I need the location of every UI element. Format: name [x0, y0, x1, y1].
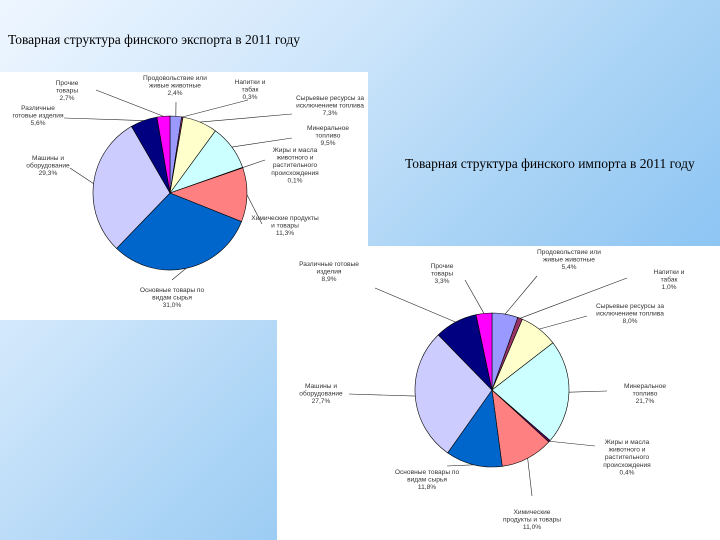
import-label-10: Прочие товары 3,3% — [431, 263, 454, 285]
export-slices — [92, 115, 248, 271]
import-label-1: Продовольствие или живые животные 5,4% — [537, 249, 601, 271]
export-leader-10 — [95, 89, 164, 117]
import-leader-2 — [520, 277, 628, 319]
export-label-7: Основные товары по видам сырья 31,0% — [140, 287, 205, 309]
export-label-6: Химические продукты и товары 11,3% — [251, 215, 319, 237]
import-chart-panel: Продовольствие или живые животные 5,4% Напи… — [277, 246, 720, 540]
import-pie-chart: Продовольствие или живые животные 5,4% Напи… — [299, 249, 685, 531]
import-leader-5 — [549, 440, 596, 447]
export-leader-2 — [182, 99, 249, 118]
import-leader-8 — [348, 393, 416, 397]
export-label-2: Напитки и табак 0,3% — [235, 79, 266, 101]
export-leader-3 — [200, 113, 293, 123]
import-slice-8 — [414, 334, 493, 454]
export-label-8: Машины и оборудование 29,3% — [26, 155, 70, 177]
import-slice-10 — [475, 312, 493, 391]
export-label-9: Различные готовые изделия 5,6% — [12, 105, 64, 127]
export-pie-chart: Продовольствие или живые животные 2,4% Напи… — [12, 75, 364, 309]
import-leader-4 — [568, 390, 608, 393]
export-leader-8 — [69, 167, 94, 184]
import-label-3: Сырьевые ресурсы за исключением топлива 8,… — [596, 303, 664, 325]
export-leader-4 — [231, 137, 293, 148]
import-label-2: Напитки и табак 1,0% — [654, 269, 685, 291]
import-label-4: Минеральное топливо 21,7% — [624, 383, 666, 405]
export-leader-7 — [171, 268, 187, 281]
export-slice-7 — [116, 192, 242, 271]
import-leader-1 — [504, 275, 538, 315]
export-label-5: Жиры и масла животного и растительного прои… — [271, 147, 319, 184]
export-chart-title: Товарная структура финского экспорта в 2… — [8, 32, 300, 47]
import-leader-6 — [527, 458, 533, 497]
export-label-1: Продовольствие или живые животные 2,4% — [143, 75, 207, 97]
export-labels: Продовольствие или живые животные 2,4% Напи… — [12, 75, 364, 309]
export-leader-6 — [246, 194, 263, 225]
import-leader-10 — [464, 279, 485, 314]
export-leader-5 — [242, 159, 266, 168]
import-leader-7 — [446, 464, 474, 467]
export-label-3: Сырьевые ресурсы за исключением топлива 7,… — [296, 95, 364, 117]
import-label-9: Различные готовые изделия 8,9% — [299, 261, 359, 283]
import-label-5: Жиры и масла животного и растительного прои… — [603, 439, 651, 476]
import-label-7: Основные товары по видам сырья 11,8% — [395, 469, 460, 491]
import-leader-9 — [374, 287, 456, 323]
import-labels: Продовольствие или живые животные 5,4% Напи… — [299, 249, 685, 531]
import-label-6: Химические продукты и товары 11,0% — [503, 509, 561, 531]
export-leader-9 — [63, 117, 144, 121]
import-label-8: Машины и оборудование 27,7% — [299, 383, 343, 405]
import-leader-3 — [539, 315, 588, 330]
export-chart-panel: Продовольствие или живые животные 2,4% Напи… — [0, 72, 368, 320]
import-slice-4 — [491, 342, 570, 441]
export-label-4: Минеральное топливо 9,5% — [307, 125, 349, 147]
export-label-10: Прочие товары 2,7% — [56, 80, 79, 102]
import-slices — [414, 312, 570, 468]
import-chart-title: Товарная структура финского импорта в 20… — [405, 156, 695, 171]
